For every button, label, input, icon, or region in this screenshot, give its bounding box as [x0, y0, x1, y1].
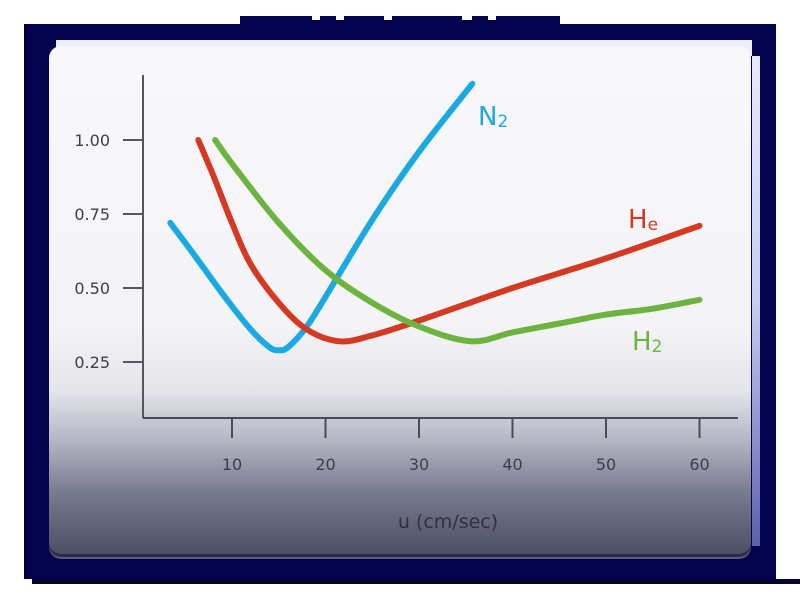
series-line-h2 — [212, 137, 703, 345]
series-lines — [167, 80, 703, 354]
x-tick-label: 20 — [315, 455, 335, 474]
frame-shadow — [32, 579, 800, 584]
series-label-n2: N2 — [478, 102, 508, 132]
y-tick-label: 0.25 — [74, 353, 110, 372]
x-axis-label: u (cm/sec) — [398, 511, 498, 533]
chart-panel — [49, 46, 751, 554]
x-ticks: 10 20 30 40 50 60 — [222, 418, 710, 474]
axes — [142, 75, 738, 419]
y-tick-label: 0.50 — [74, 279, 110, 298]
y-ticks: 0.25 0.50 0.75 1.00 — [74, 131, 143, 372]
y-tick-label: 1.00 — [74, 131, 110, 150]
top-strip-base — [240, 20, 560, 26]
series-line-n2 — [167, 80, 476, 354]
series-label-h2: H2 — [632, 327, 662, 357]
frame-edge — [24, 24, 27, 579]
x-tick-label: 40 — [502, 455, 522, 474]
panel-side — [752, 56, 760, 546]
x-tick-label: 60 — [689, 455, 709, 474]
series-label-he: He — [628, 205, 658, 235]
y-tick-label: 0.75 — [74, 205, 110, 224]
series-line-he — [195, 137, 703, 345]
x-tick-label: 50 — [596, 455, 616, 474]
x-tick-label: 10 — [222, 455, 242, 474]
x-tick-label: 30 — [409, 455, 429, 474]
